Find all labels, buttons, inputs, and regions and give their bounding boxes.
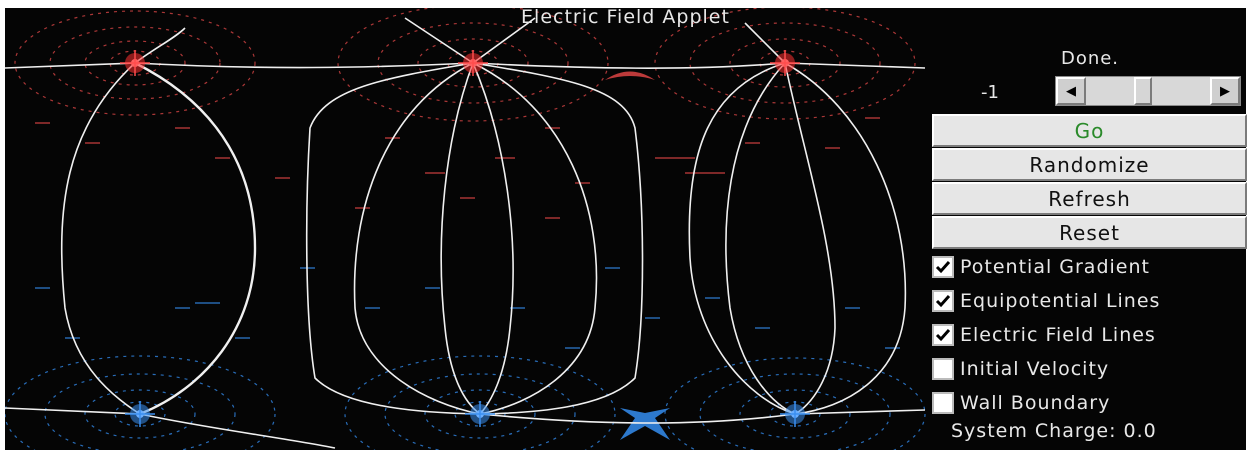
initial-velocity-checkbox[interactable] bbox=[932, 358, 954, 380]
negative-charge[interactable] bbox=[125, 401, 155, 427]
electric-field-lines-label: Electric Field Lines bbox=[960, 324, 1156, 346]
equipotential-lines-label: Equipotential Lines bbox=[960, 290, 1161, 312]
status-text: Done. bbox=[1060, 48, 1120, 69]
refresh-button[interactable]: Refresh bbox=[932, 182, 1247, 215]
potential-gradient-option[interactable]: Potential Gradient bbox=[932, 254, 1247, 280]
positive-charges bbox=[120, 50, 800, 76]
checkmark-icon bbox=[935, 329, 951, 342]
negative-equipotentials bbox=[5, 355, 926, 450]
negative-charges bbox=[125, 401, 810, 427]
equipotential-lines-checkbox[interactable] bbox=[932, 290, 954, 312]
electric-field-lines-option[interactable]: Electric Field Lines bbox=[932, 322, 1247, 348]
go-button[interactable]: Go bbox=[932, 114, 1247, 147]
initial-velocity-option[interactable]: Initial Velocity bbox=[932, 356, 1247, 382]
wall-boundary-option[interactable]: Wall Boundary bbox=[932, 390, 1247, 416]
positive-charge[interactable] bbox=[120, 50, 150, 76]
control-panel: Done. -1 ◀ ▶ Go Randomize Refresh Reset … bbox=[925, 40, 1247, 445]
positive-charge[interactable] bbox=[458, 50, 488, 76]
initial-velocity-label: Initial Velocity bbox=[960, 358, 1110, 380]
charge-slider[interactable]: ◀ ▶ bbox=[1055, 76, 1241, 106]
electric-field-lines-checkbox[interactable] bbox=[932, 324, 954, 346]
arrow-left-icon[interactable]: ◀ bbox=[1056, 77, 1086, 105]
positive-saddle bbox=[605, 71, 655, 80]
positive-charge[interactable] bbox=[770, 50, 800, 76]
applet-title: Electric Field Applet bbox=[521, 6, 730, 28]
positive-gradient-marks bbox=[35, 117, 880, 219]
potential-gradient-label: Potential Gradient bbox=[960, 256, 1150, 278]
slider-thumb[interactable] bbox=[1133, 77, 1152, 105]
field-canvas[interactable] bbox=[5, 8, 1246, 450]
equipotential-lines-option[interactable]: Equipotential Lines bbox=[932, 288, 1247, 314]
field-lines bbox=[5, 17, 926, 449]
wall-boundary-checkbox[interactable] bbox=[932, 392, 954, 414]
negative-charge[interactable] bbox=[465, 401, 495, 427]
wall-boundary-label: Wall Boundary bbox=[960, 392, 1111, 414]
potential-gradient-checkbox[interactable] bbox=[932, 256, 954, 278]
randomize-button[interactable]: Randomize bbox=[932, 148, 1247, 181]
negative-charge[interactable] bbox=[780, 401, 810, 427]
negative-saddle bbox=[620, 408, 670, 440]
checkmark-icon bbox=[935, 261, 951, 274]
system-charge-readout: System Charge: 0.0 bbox=[951, 420, 1157, 442]
checkmark-icon bbox=[935, 295, 951, 308]
arrow-right-icon[interactable]: ▶ bbox=[1210, 77, 1240, 105]
negative-gradient-marks bbox=[35, 267, 900, 349]
positive-equipotentials bbox=[14, 8, 916, 122]
slider-value: -1 bbox=[981, 82, 999, 103]
reset-button[interactable]: Reset bbox=[932, 216, 1247, 249]
